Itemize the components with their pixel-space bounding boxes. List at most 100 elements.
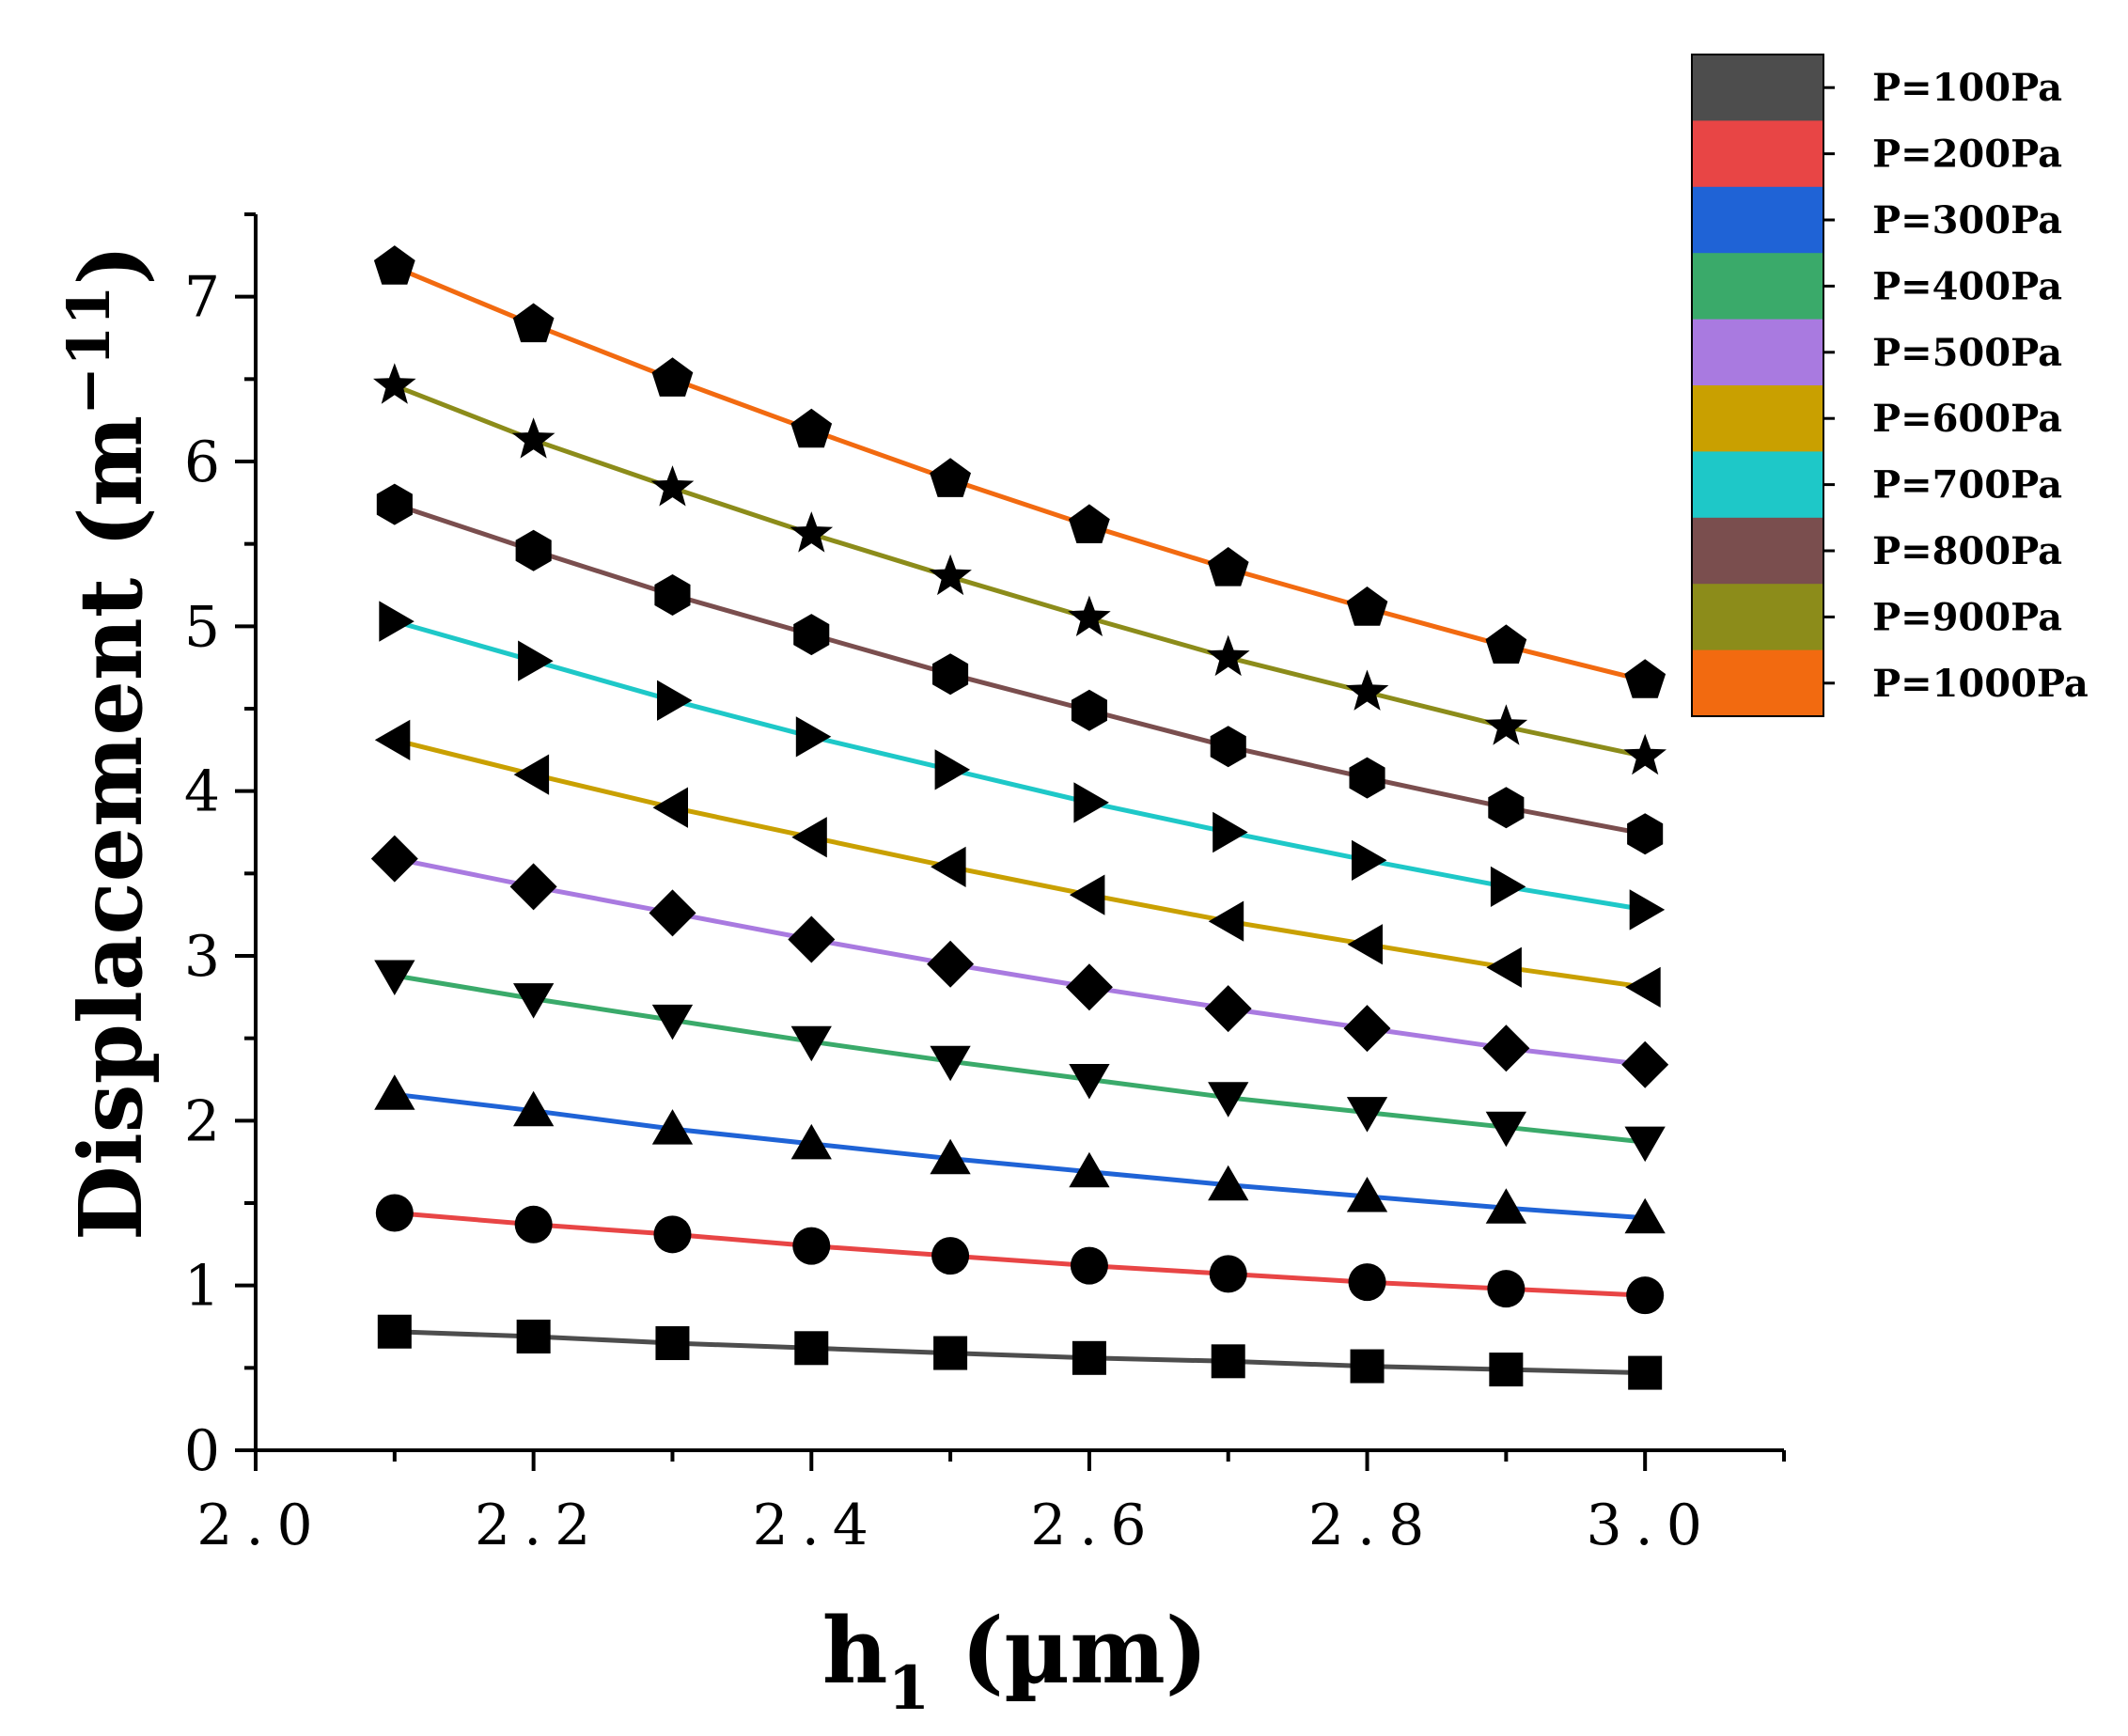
pentagon-marker xyxy=(1207,547,1249,586)
star-marker xyxy=(1206,634,1250,677)
series-group xyxy=(370,245,1669,1390)
triangle-right-marker xyxy=(1352,839,1387,881)
square-marker xyxy=(1072,1340,1106,1375)
star-marker xyxy=(373,363,416,404)
triangle-up-marker xyxy=(374,1074,415,1110)
x-axis-title-units: (µm) xyxy=(930,1598,1208,1704)
pentagon-marker xyxy=(1624,659,1666,698)
triangle-right-marker xyxy=(795,716,832,758)
legend-label: P=500Pa xyxy=(1872,331,2062,375)
x-ticks: 2.0 2.2 2.4 2.6 2.8 3.0 xyxy=(196,1450,1786,1558)
triangle-up-marker xyxy=(1069,1151,1110,1188)
hexagon-marker xyxy=(793,614,830,656)
x-axis-title: h1 (µm) xyxy=(822,1598,1208,1724)
star-marker xyxy=(929,554,972,596)
circle-marker xyxy=(1209,1255,1247,1293)
diamond-marker xyxy=(509,863,557,911)
hexagon-marker xyxy=(1488,787,1525,829)
triangle-right-marker xyxy=(657,680,693,721)
y-tick-label: 1 xyxy=(184,1254,220,1320)
hexagon-marker xyxy=(376,483,413,525)
hexagon-marker xyxy=(654,574,691,616)
triangle-right-marker xyxy=(379,601,415,642)
y-tick-label: 7 xyxy=(184,265,220,331)
square-marker xyxy=(794,1331,829,1366)
triangle-left-marker xyxy=(374,719,411,760)
diamond-marker xyxy=(1621,1040,1669,1088)
series-line xyxy=(394,502,1646,837)
hexagon-marker xyxy=(932,653,969,696)
diamond-marker xyxy=(1482,1024,1530,1072)
legend-swatch xyxy=(1692,451,1823,519)
y-tick-label: 3 xyxy=(184,924,220,990)
y-tick-label: 0 xyxy=(184,1418,220,1484)
star-marker xyxy=(511,417,555,459)
circle-marker xyxy=(1070,1246,1108,1285)
x-tick-label: 2.0 xyxy=(196,1493,325,1558)
triangle-down-marker xyxy=(513,983,555,1019)
legend-label: P=200Pa xyxy=(1872,133,2062,177)
circle-marker xyxy=(792,1227,831,1265)
pentagon-marker xyxy=(512,303,555,343)
triangle-left-marker xyxy=(1486,946,1522,988)
y-ticks: 0 1 2 3 4 5 6 7 xyxy=(184,212,256,1484)
triangle-left-marker xyxy=(1208,900,1244,942)
legend-label: P=800Pa xyxy=(1872,529,2062,573)
triangle-right-marker xyxy=(1073,782,1109,823)
y-tick-label: 5 xyxy=(184,594,220,660)
star-marker xyxy=(1623,733,1666,775)
legend-label: P=300Pa xyxy=(1872,198,2062,242)
triangle-right-marker xyxy=(1213,811,1248,853)
triangle-down-marker xyxy=(1485,1111,1526,1148)
series-line xyxy=(394,1211,1646,1298)
pentagon-marker xyxy=(651,357,694,397)
series-P=500Pa xyxy=(370,835,1669,1088)
legend-label: P=600Pa xyxy=(1872,397,2062,441)
triangle-up-marker xyxy=(513,1090,555,1127)
square-marker xyxy=(1350,1349,1385,1384)
triangle-right-marker xyxy=(518,640,554,681)
triangle-down-marker xyxy=(930,1045,971,1082)
triangle-up-marker xyxy=(790,1123,832,1160)
triangle-up-marker xyxy=(651,1109,694,1145)
pentagon-marker xyxy=(930,458,971,497)
square-marker xyxy=(1628,1355,1663,1390)
legend-label: P=1000Pa xyxy=(1872,662,2089,706)
series-line xyxy=(394,1329,1646,1376)
series-P=300Pa xyxy=(374,1074,1666,1234)
legend-swatch xyxy=(1692,385,1823,452)
circle-marker xyxy=(653,1215,692,1254)
circle-marker xyxy=(1348,1263,1386,1302)
square-marker xyxy=(377,1314,412,1349)
star-marker xyxy=(1345,669,1389,711)
legend-label: P=900Pa xyxy=(1872,595,2062,639)
legend: P=100Pa P=200Pa P=300Pa P=400Pa P=500Pa P=600… xyxy=(1691,54,2089,717)
triangle-right-marker xyxy=(1629,889,1666,931)
triangle-up-marker xyxy=(1624,1197,1666,1234)
triangle-left-marker xyxy=(791,817,827,858)
y-axis-title-close: ) xyxy=(60,244,162,286)
triangle-down-marker xyxy=(1346,1097,1388,1133)
legend-label: P=400Pa xyxy=(1872,264,2062,308)
legend-swatch xyxy=(1692,649,1823,717)
y-axis-title: Displacement (m−11) xyxy=(55,244,162,1241)
diamond-marker xyxy=(1343,1005,1391,1053)
series-line xyxy=(394,1091,1646,1221)
star-marker xyxy=(790,511,834,553)
star-marker xyxy=(1068,595,1111,636)
series-P=600Pa xyxy=(374,719,1661,1008)
pentagon-marker xyxy=(1346,586,1388,626)
triangle-up-marker xyxy=(930,1138,971,1175)
hexagon-marker xyxy=(1071,689,1107,731)
diamond-marker xyxy=(649,889,696,937)
x-tick-label: 2.4 xyxy=(753,1493,882,1558)
pentagon-marker xyxy=(1485,624,1527,664)
triangle-down-marker xyxy=(651,1004,694,1040)
hexagon-marker xyxy=(1210,726,1246,768)
triangle-left-marker xyxy=(931,846,966,887)
legend-swatch xyxy=(1692,120,1823,188)
x-tick-label: 2.6 xyxy=(1030,1493,1159,1558)
triangle-up-marker xyxy=(1208,1165,1249,1201)
triangle-down-marker xyxy=(1069,1064,1110,1100)
triangle-down-marker xyxy=(1624,1126,1666,1163)
